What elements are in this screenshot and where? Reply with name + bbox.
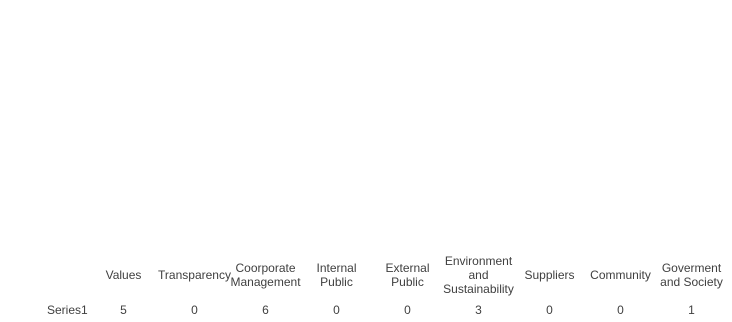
table-value: 0 [546,303,553,317]
category-label: Suppliers [524,268,575,282]
table-value: 0 [191,303,198,317]
table-value: 6 [262,303,269,317]
table-value: 5 [120,303,127,317]
table-value: 0 [404,303,411,317]
category-label: Values [105,268,142,282]
category-label: Environment and Sustainability [443,254,514,296]
table-value: 1 [688,303,695,317]
table-value: 0 [333,303,340,317]
category-label: Internal Public [316,261,357,289]
legend-label: Series1 [47,303,88,317]
category-label: External Public [385,261,430,289]
table-value: 0 [617,303,624,317]
table-value: 3 [475,303,482,317]
category-label: Transparency [158,268,231,282]
category-label: Coorporate Management [230,261,301,289]
category-label: Goverment and Society [660,261,723,289]
category-label: Community [590,268,651,282]
